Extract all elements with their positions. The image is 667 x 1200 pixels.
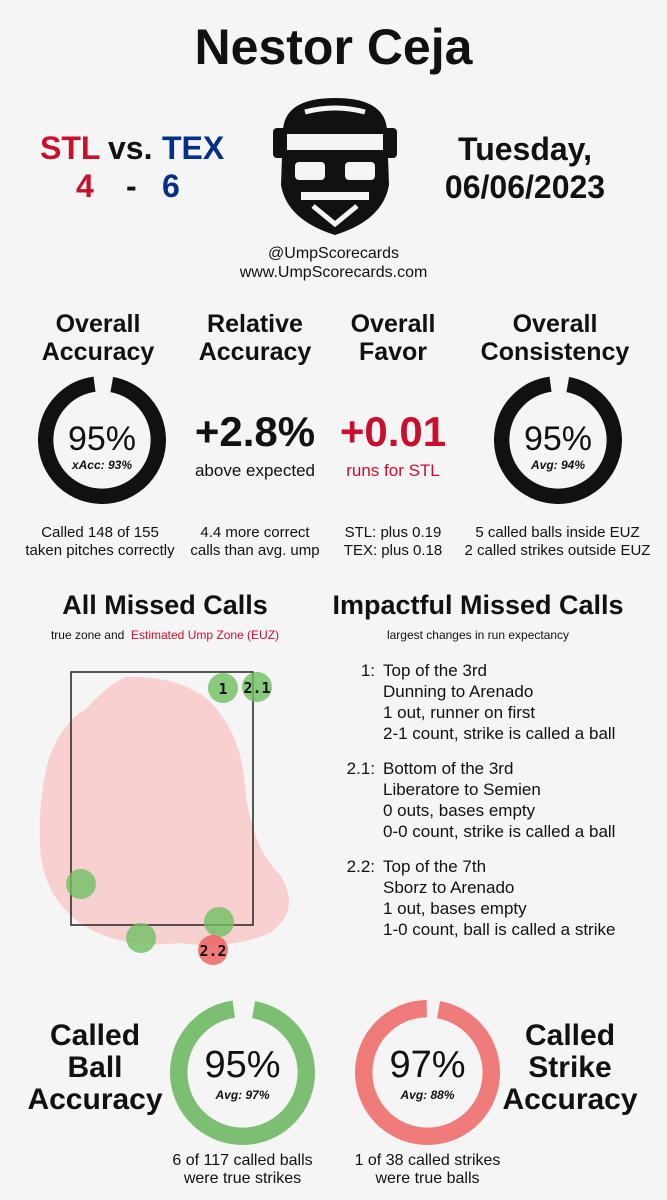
game-day: Tuesday, bbox=[458, 131, 592, 167]
called-ball-label: Called Ball Accuracy bbox=[27, 1019, 163, 1116]
away-team-abbr: STL bbox=[40, 130, 101, 166]
game-date: 06/06/2023 bbox=[444, 169, 606, 205]
missed-call-point bbox=[198, 935, 228, 965]
called-strike-value: 97% bbox=[389, 1044, 466, 1086]
website: www.UmpScorecards.com bbox=[239, 264, 428, 281]
overall-favor-note: STL: plus 0.19 TEX: plus 0.18 bbox=[343, 524, 443, 559]
overall-accuracy-note: Called 148 of 155 taken pitches correctly bbox=[25, 524, 175, 559]
catcher-mask-icon bbox=[273, 98, 397, 235]
ring-arc bbox=[38, 376, 166, 504]
overall-accuracy-ring bbox=[38, 376, 166, 504]
overall-consistency-ring bbox=[494, 376, 622, 504]
missed-calls-legend: true zone and Estimated Ump Zone (EUZ) bbox=[50, 628, 280, 642]
missed-call-point bbox=[126, 923, 156, 953]
overall-accuracy-xacc: xAcc: 93% bbox=[71, 458, 133, 472]
missed-call-label: 2.2 bbox=[199, 942, 226, 960]
missed-call-label: 1 bbox=[218, 680, 227, 698]
overall-consistency-note: 5 called balls inside EUZ 2 called strike… bbox=[464, 524, 651, 559]
strike-zone-plot: 1 2.1 2.2 bbox=[39, 671, 289, 965]
twitter-handle: @UmpScorecards bbox=[268, 245, 399, 262]
overall-favor-header: Overall Favor bbox=[350, 310, 436, 366]
estimated-ump-zone bbox=[39, 676, 289, 946]
missed-call-label: 2.1 bbox=[243, 679, 270, 697]
relative-accuracy-sub: above expected bbox=[194, 461, 316, 480]
impactful-item-1: Top of the 3rd Dunning to Arenado 1 out, … bbox=[383, 661, 616, 743]
missed-call-point bbox=[242, 672, 272, 702]
missed-call-point bbox=[208, 673, 238, 703]
vs-label: vs. bbox=[108, 130, 153, 166]
away-team-score: 4 bbox=[76, 168, 94, 204]
missed-call-point bbox=[66, 869, 96, 899]
home-team-score: 6 bbox=[162, 168, 180, 204]
impactful-subtitle: largest changes in run expectancy bbox=[386, 628, 570, 642]
overall-accuracy-header: Overall Accuracy bbox=[41, 310, 155, 366]
ring-arc bbox=[355, 1000, 500, 1145]
overall-accuracy-value: 95% bbox=[67, 420, 137, 458]
overall-favor-sub: runs for STL bbox=[346, 461, 440, 480]
called-strike-avg: Avg: 88% bbox=[400, 1088, 455, 1102]
called-strike-label: Called Strike Accuracy bbox=[502, 1019, 638, 1116]
relative-accuracy-value: +2.8% bbox=[194, 408, 316, 455]
missed-call-points: 1 2.1 2.2 bbox=[66, 672, 272, 965]
umpire-name: Nestor Ceja bbox=[194, 19, 473, 75]
relative-accuracy-header: Relative Accuracy bbox=[198, 310, 312, 366]
home-team-abbr: TEX bbox=[162, 130, 225, 166]
score-dash: - bbox=[126, 168, 137, 204]
impactful-item-3: Top of the 7th Sborz to Arenado 1 out, ba… bbox=[383, 857, 616, 939]
called-ball-value: 95% bbox=[204, 1044, 281, 1086]
relative-accuracy-note: 4.4 more correct calls than avg. ump bbox=[190, 524, 320, 559]
called-ball-ring bbox=[170, 1000, 315, 1145]
missed-call-point bbox=[204, 907, 234, 937]
impactful-item-2-num: 2.1: bbox=[346, 759, 375, 778]
overall-consistency-avg: Avg: 94% bbox=[530, 458, 586, 472]
overall-consistency-header: Overall Consistency bbox=[480, 310, 630, 366]
impactful-item-3-num: 2.2: bbox=[346, 857, 375, 876]
called-ball-note: 6 of 117 called balls were true strikes bbox=[172, 1152, 313, 1187]
called-ball-avg: Avg: 97% bbox=[215, 1088, 270, 1102]
impactful-item-1-num: 1: bbox=[360, 661, 375, 680]
called-strike-ring bbox=[355, 1000, 500, 1145]
true-strike-zone bbox=[70, 671, 254, 926]
overall-favor-value: +0.01 bbox=[339, 408, 447, 455]
overall-consistency-value: 95% bbox=[523, 420, 593, 458]
called-strike-note: 1 of 38 called strikes were true balls bbox=[354, 1152, 501, 1187]
missed-calls-title: All Missed Calls bbox=[62, 590, 268, 620]
impactful-item-2: Bottom of the 3rd Liberatore to Semien 0 … bbox=[383, 759, 616, 841]
impactful-title: Impactful Missed Calls bbox=[332, 590, 624, 620]
